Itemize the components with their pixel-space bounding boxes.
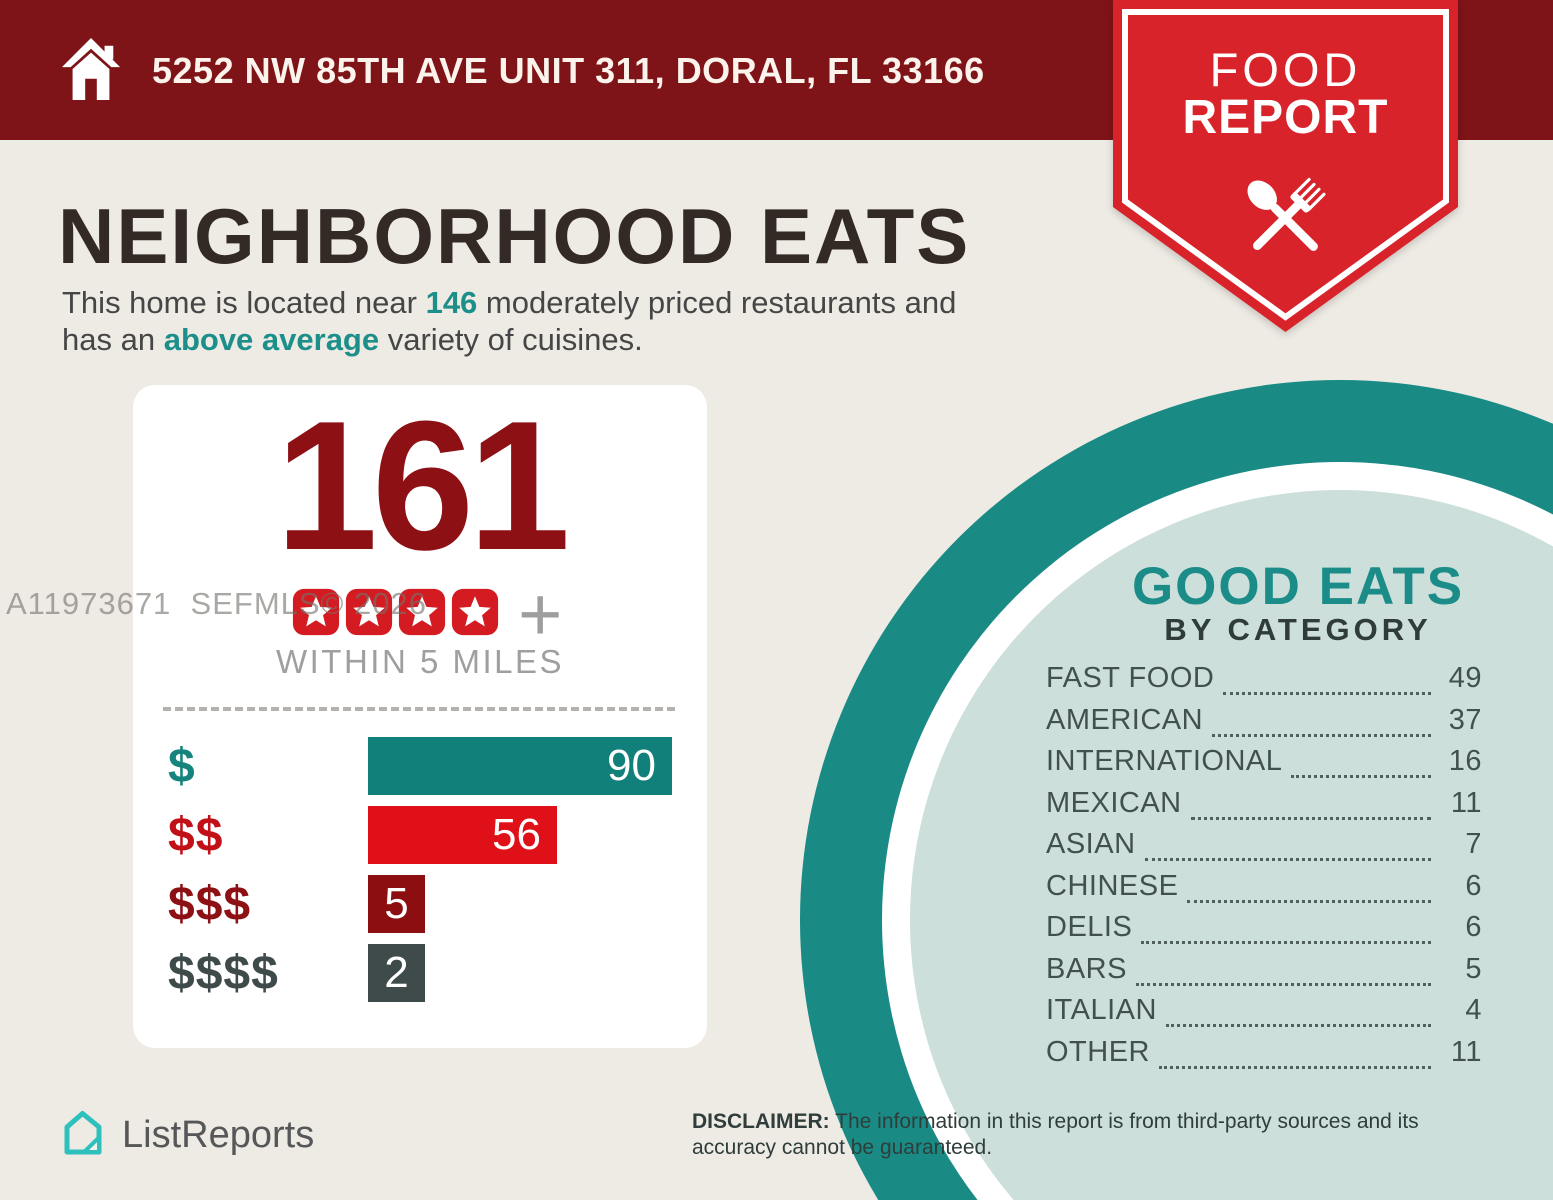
category-label: ITALIAN [1046, 994, 1157, 1026]
price-level-label: $$ [168, 808, 224, 862]
price-bar-row: $$$$ 2 [168, 944, 674, 1002]
category-label: BARS [1046, 952, 1127, 985]
intro-text: This home is located near [62, 285, 426, 320]
mls-watermark: A11973671 SEFMLS© 2026 [6, 586, 427, 621]
price-bar-value: 2 [384, 948, 409, 997]
price-bar-chart: $90 $$ 56 $$$ 5 $$$$ 2 [168, 737, 674, 1013]
price-level-label: $$$$ [168, 946, 279, 1000]
property-address: 5252 NW 85TH AVE UNIT 311, DORAL, FL 331… [152, 50, 985, 91]
category-value: 6 [1465, 869, 1482, 902]
page-title: NEIGHBORHOOD EATS [58, 192, 971, 280]
category-label: ASIAN [1046, 828, 1136, 860]
rating-plus: + [518, 571, 563, 657]
category-row: AMERICAN 37 [1046, 704, 1482, 737]
dotted-leader [1144, 837, 1431, 861]
price-bar-value: 90 [607, 741, 656, 790]
good-eats-title: GOOD EATS [1131, 557, 1465, 616]
category-row: FAST FOOD 49 [1046, 662, 1482, 695]
category-value: 37 [1448, 703, 1482, 736]
intro-text: moderately priced restaurants and [477, 285, 957, 320]
price-bar-value: 56 [492, 810, 541, 859]
intro-text: has an [62, 322, 164, 357]
rating-star-icon [292, 588, 340, 641]
price-bar-row: $90 [168, 737, 674, 795]
category-label: DELIS [1046, 911, 1133, 943]
intro-highlight: above average [163, 322, 380, 357]
disclaimer-label: DISCLAIMER: [692, 1110, 830, 1133]
category-row: CHINESE 6 [1046, 870, 1482, 903]
category-row: ASIAN 7 [1046, 828, 1482, 861]
category-value: 11 [1450, 786, 1482, 819]
dotted-leader [1135, 962, 1431, 986]
category-label: MEXICAN [1046, 786, 1182, 819]
dotted-leader [1291, 754, 1431, 778]
category-list: FAST FOOD 49 AMERICAN 37 INTERNATIONAL 16 MEXI… [1046, 662, 1482, 1081]
listreports-name: ListReports [122, 1114, 315, 1156]
category-value: 4 [1465, 994, 1482, 1026]
price-bar-row: $$ 56 [168, 806, 674, 864]
restaurant-count: 161 [275, 382, 571, 588]
category-row: INTERNATIONAL 16 [1046, 745, 1482, 778]
ribbon-line1: FOOD [1210, 43, 1362, 96]
price-level-label: $ [168, 739, 196, 793]
category-row: BARS 5 [1046, 953, 1482, 986]
dotted-leader [1223, 671, 1431, 695]
price-bar: 56 [368, 806, 557, 864]
price-bar: 90 [368, 737, 672, 795]
dotted-leader [1190, 796, 1431, 820]
food-report-ribbon: FOOD REPORT [1113, 0, 1458, 340]
within-miles-label: WITHIN 5 MILES [275, 643, 565, 680]
intro-line-1: This home is located near 146 moderately… [62, 284, 1122, 321]
category-label: FAST FOOD [1046, 662, 1215, 694]
dashed-divider [163, 707, 675, 711]
category-label: AMERICAN [1046, 703, 1204, 736]
price-bar: 2 [368, 944, 425, 1002]
category-row: MEXICAN 11 [1046, 787, 1482, 820]
dotted-leader [1159, 1045, 1431, 1069]
price-level-label: $$$ [168, 877, 252, 931]
rating-star-icon [398, 588, 446, 641]
rating-star-icon [451, 588, 499, 641]
price-bar: 5 [368, 875, 425, 933]
category-value: 5 [1465, 952, 1482, 985]
spoon-fork-icon [1247, 177, 1326, 251]
category-row: DELIS 6 [1046, 911, 1482, 944]
disclaimer-line-2: accuracy cannot be guaranteed. [692, 1136, 993, 1159]
listreports-icon [58, 1106, 108, 1165]
dotted-leader [1212, 713, 1431, 737]
disclaimer-line-1: DISCLAIMER: The information in this repo… [692, 1109, 1419, 1135]
category-value: 11 [1450, 1035, 1482, 1068]
category-label: OTHER [1046, 1035, 1150, 1068]
price-bar-value: 5 [384, 879, 409, 928]
category-label: CHINESE [1046, 869, 1179, 902]
home-icon [60, 36, 122, 109]
disclaimer-text-1: The information in this report is from t… [829, 1110, 1419, 1133]
price-bar-row: $$$ 5 [168, 875, 674, 933]
ribbon-line2: REPORT [1182, 91, 1388, 144]
dotted-leader [1141, 920, 1431, 944]
dotted-leader [1165, 1003, 1431, 1027]
star-row: + [292, 571, 563, 657]
category-value: 6 [1465, 911, 1482, 943]
intro-text: variety of cuisines. [379, 322, 643, 357]
category-row: ITALIAN 4 [1046, 994, 1482, 1027]
intro-paragraph: This home is located near 146 moderately… [62, 284, 1122, 358]
restaurant-summary-card: 161 + WITHIN 5 MILES $90 $$ 56 $$$ 5 $$$$ 2 [133, 385, 707, 1048]
category-value: 16 [1448, 745, 1482, 777]
intro-line-2: has an above average variety of cuisines… [62, 321, 1122, 358]
category-label: INTERNATIONAL [1046, 745, 1283, 777]
intro-highlight: 146 [425, 285, 478, 320]
category-row: OTHER 11 [1046, 1036, 1482, 1069]
disclaimer: DISCLAIMER: The information in this repo… [692, 1109, 1419, 1161]
category-value: 7 [1465, 828, 1482, 860]
dotted-leader [1187, 879, 1431, 903]
listreports-brand: ListReports [58, 1106, 314, 1165]
good-eats-subtitle: BY CATEGORY [1164, 612, 1432, 647]
rating-star-icon [345, 588, 393, 641]
category-value: 49 [1448, 662, 1482, 694]
